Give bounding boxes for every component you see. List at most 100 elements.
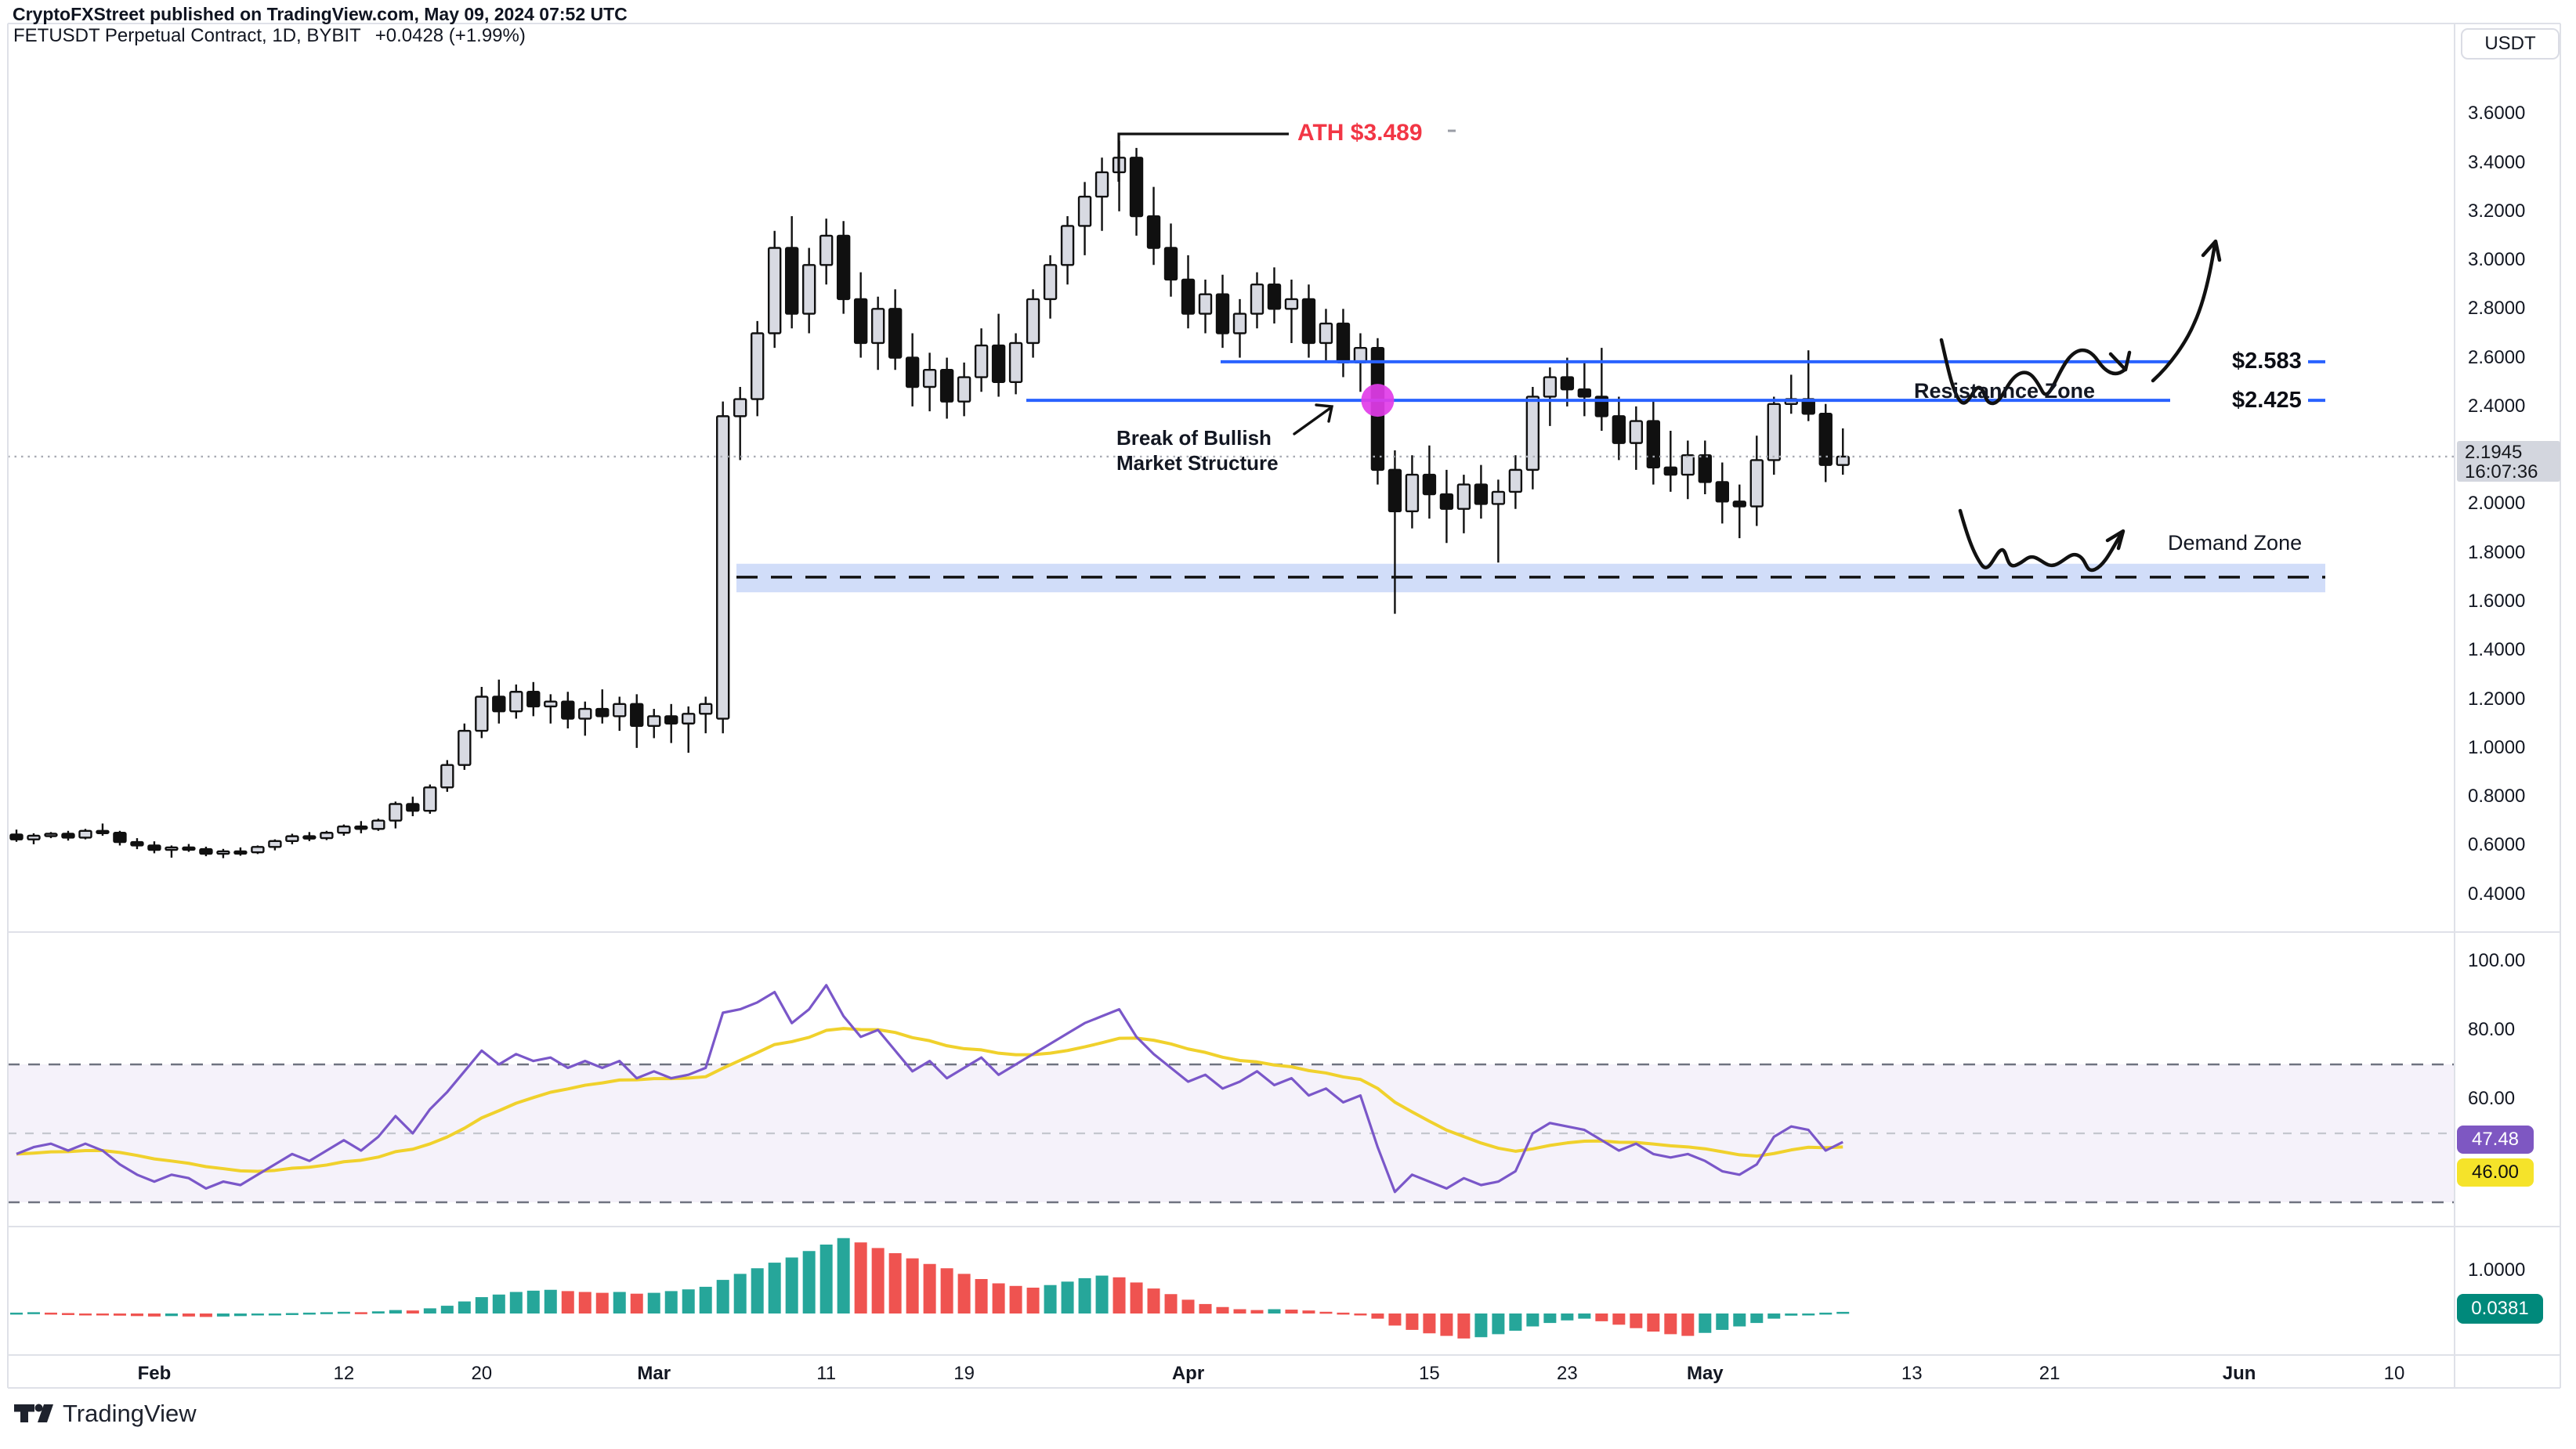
candle-up <box>544 700 558 708</box>
candle-up <box>870 308 885 345</box>
macd-bar <box>819 1245 833 1313</box>
candle-up <box>1250 284 1264 315</box>
candle-up <box>389 803 403 822</box>
candle-down <box>1267 284 1282 310</box>
macd-bar <box>371 1311 385 1313</box>
macd-bar <box>854 1242 867 1313</box>
candle-down <box>1129 157 1144 218</box>
candle-down <box>130 840 144 847</box>
time-tick-label: 13 <box>1901 1363 1923 1384</box>
candle-down <box>199 847 213 855</box>
candle-up <box>682 713 696 724</box>
macd-bar <box>1095 1275 1109 1313</box>
macd-bar <box>647 1292 660 1313</box>
candle-down <box>888 308 903 359</box>
macd-bar <box>1785 1313 1798 1316</box>
candle-down <box>9 833 24 840</box>
macd-bar <box>440 1306 454 1313</box>
candle-up <box>1767 403 1781 461</box>
macd-bar <box>664 1291 678 1313</box>
candle-up <box>423 786 437 812</box>
time-tick-label: Jun <box>2222 1363 2256 1384</box>
macd-bar <box>768 1263 781 1313</box>
macd-bar <box>1423 1313 1436 1334</box>
candle-up <box>1836 455 1850 466</box>
candle-up <box>647 715 661 728</box>
candle-down <box>233 850 248 855</box>
macd-bar <box>1319 1311 1333 1314</box>
macd-bar <box>1561 1313 1574 1321</box>
tradingview-watermark: TradingView <box>14 1399 197 1429</box>
candle-down <box>1577 388 1592 398</box>
candle-up <box>78 829 92 839</box>
macd-bar <box>1819 1312 1833 1315</box>
macd-bar <box>337 1311 350 1314</box>
last-price-value: 2.1945 <box>2465 442 2523 463</box>
macd-bar <box>1664 1313 1677 1335</box>
macd-bar <box>1061 1281 1074 1313</box>
break-annotation-arrow <box>1293 403 1334 435</box>
candle-up <box>922 369 937 388</box>
rsi-tick-label: 60.00 <box>2468 1088 2516 1109</box>
macd-histogram <box>9 1238 1850 1339</box>
candle-down <box>1181 278 1196 315</box>
candle-up <box>819 234 834 266</box>
macd-bar <box>561 1291 574 1313</box>
macd-bar <box>354 1312 367 1314</box>
macd-bar <box>1130 1282 1143 1313</box>
price-tick-label: 3.2000 <box>2468 200 2526 222</box>
candle-up <box>1060 225 1075 266</box>
macd-bar <box>216 1313 230 1317</box>
macd-bar <box>1767 1313 1781 1319</box>
candle-up <box>475 696 489 732</box>
macd-bar <box>1543 1313 1557 1324</box>
price-tick-label: 3.6000 <box>2468 103 2526 125</box>
macd-bar <box>492 1294 505 1313</box>
macd-bar <box>458 1301 471 1313</box>
candle-down <box>406 803 420 812</box>
macd-bar <box>1474 1313 1488 1338</box>
candle-down <box>664 715 678 724</box>
candle-down <box>1336 322 1351 364</box>
candle-up <box>509 691 523 713</box>
macd-bar <box>182 1313 195 1317</box>
time-tick-label: Feb <box>137 1363 172 1384</box>
price-tick-label: 2.8000 <box>2468 298 2526 320</box>
macd-bar <box>1078 1277 1091 1313</box>
macd-bar <box>526 1290 540 1313</box>
price-tick-label: 1.8000 <box>2468 541 2526 563</box>
candle-down <box>1387 468 1402 513</box>
break-of-structure-label: Break of Bullish Market Structure <box>1116 426 1279 475</box>
macd-bar <box>1371 1313 1384 1319</box>
macd-bar <box>96 1313 109 1316</box>
macd-bar <box>78 1313 92 1316</box>
candle-down <box>991 344 1006 383</box>
candle-up <box>1077 195 1092 227</box>
macd-bar <box>1647 1313 1660 1332</box>
macd-bar <box>1285 1310 1298 1313</box>
candle-up <box>371 819 385 830</box>
candle-up <box>801 264 816 315</box>
candle-up <box>699 703 713 715</box>
candle-down <box>905 356 920 388</box>
candle-up <box>1198 293 1213 315</box>
candle-up <box>337 825 351 834</box>
macd-bar <box>199 1313 212 1317</box>
macd-bar <box>544 1289 557 1313</box>
candle-up <box>285 835 299 843</box>
macd-bar <box>1492 1313 1505 1335</box>
candle-down <box>492 696 506 713</box>
candle-up <box>1525 396 1540 472</box>
candle-up <box>251 846 265 854</box>
macd-bar <box>509 1292 523 1313</box>
macd-bar <box>406 1310 419 1313</box>
macd-bar <box>268 1313 281 1316</box>
candle-down <box>939 369 954 403</box>
candle-up <box>1543 376 1558 398</box>
candle-up <box>165 846 179 851</box>
macd-bar <box>1268 1309 1281 1313</box>
macd-bar <box>751 1268 764 1313</box>
macd-bar <box>1578 1313 1591 1319</box>
candle-up <box>1405 473 1420 513</box>
resistance-top-level-label: $2.583 <box>2232 349 2302 374</box>
